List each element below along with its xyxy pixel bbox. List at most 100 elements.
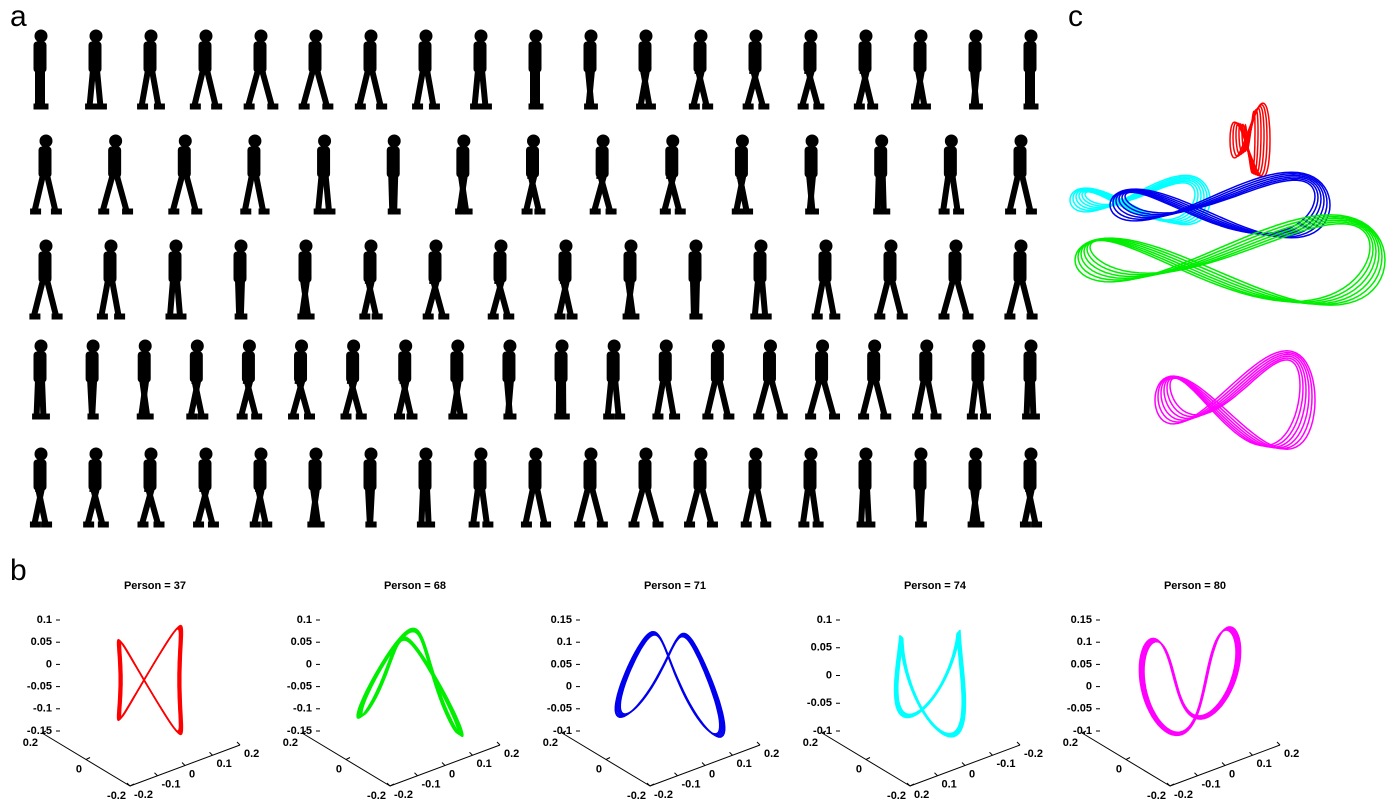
- head: [712, 340, 724, 352]
- silhouette: [584, 30, 597, 109]
- z-tick-label: 0.15: [1071, 614, 1092, 626]
- leg: [827, 280, 834, 316]
- axis-tick: [962, 763, 965, 766]
- foot: [743, 104, 753, 109]
- head: [805, 448, 817, 460]
- foot: [192, 209, 202, 214]
- head: [475, 448, 487, 460]
- foot: [241, 209, 251, 214]
- foot: [325, 209, 335, 214]
- foot: [38, 104, 48, 109]
- silhouette: [1006, 135, 1037, 214]
- silhouette: [653, 340, 680, 419]
- axis-tick: [497, 742, 500, 745]
- silhouette: [969, 30, 982, 109]
- head: [145, 448, 157, 460]
- trajectory: [1144, 630, 1236, 732]
- silhouette: [423, 240, 449, 319]
- foot: [1028, 104, 1038, 109]
- foot: [913, 414, 923, 419]
- axis-tick: [1277, 742, 1280, 745]
- leg: [1027, 380, 1028, 416]
- leg: [508, 380, 511, 416]
- leg: [943, 280, 953, 316]
- axis-tick: [1250, 752, 1253, 755]
- foot: [30, 522, 40, 527]
- foot: [799, 522, 809, 527]
- arm: [508, 356, 509, 384]
- head: [750, 448, 762, 460]
- z-tick-label: 0.1: [1077, 636, 1092, 648]
- z-tick-label: 0: [46, 658, 52, 670]
- axis-tick: [702, 763, 705, 766]
- arm: [142, 356, 144, 384]
- axis-tick-label: 0.2: [1284, 748, 1299, 760]
- foot: [99, 209, 109, 214]
- arm: [110, 256, 113, 284]
- axis-tick-label: 0.2: [23, 737, 38, 749]
- foot: [875, 314, 885, 319]
- head: [695, 448, 707, 460]
- axis-tick-label: -0.1: [682, 779, 701, 791]
- leg: [707, 380, 715, 416]
- leg: [101, 280, 108, 316]
- leg: [394, 175, 395, 211]
- leg: [92, 380, 94, 416]
- foot: [854, 104, 864, 109]
- leg: [42, 380, 43, 416]
- head: [530, 30, 542, 42]
- panel-label: c: [1068, 0, 1083, 33]
- head: [35, 340, 47, 352]
- foot: [541, 522, 551, 527]
- foot: [176, 314, 186, 319]
- foot: [751, 314, 761, 319]
- arm: [973, 464, 975, 492]
- trajectory: [1164, 356, 1306, 447]
- head: [504, 340, 516, 352]
- axis-tick-label: 0.2: [543, 737, 558, 749]
- axis-tick: [757, 742, 760, 745]
- leg: [878, 175, 879, 211]
- head: [530, 448, 542, 460]
- foot: [289, 414, 299, 419]
- leg: [537, 488, 545, 524]
- axis-tick: [1017, 742, 1020, 745]
- foot: [865, 522, 875, 527]
- trajectory: [1170, 360, 1300, 446]
- foot: [259, 209, 269, 214]
- leg: [867, 488, 869, 524]
- leg: [254, 488, 262, 524]
- foot: [187, 414, 197, 419]
- foot: [692, 314, 702, 319]
- foot: [483, 522, 493, 527]
- leg: [241, 280, 242, 316]
- arm: [810, 151, 811, 179]
- leg: [974, 70, 977, 106]
- foot: [212, 104, 222, 109]
- silhouette: [857, 448, 875, 527]
- arm: [425, 46, 428, 74]
- axis-tick-label: 0.2: [764, 748, 779, 760]
- axis-tick-label: 0: [709, 768, 715, 780]
- silhouette: [660, 135, 685, 214]
- foot: [881, 414, 891, 419]
- leg: [920, 488, 922, 524]
- foot: [123, 209, 133, 214]
- silhouette: [34, 30, 48, 109]
- head: [860, 30, 872, 42]
- leg: [615, 380, 618, 416]
- leg: [326, 175, 329, 211]
- axis-tick: [1195, 773, 1198, 776]
- arm: [825, 256, 828, 284]
- trajectory: [1078, 217, 1382, 305]
- foot: [407, 414, 417, 419]
- leg: [117, 175, 127, 211]
- leg: [364, 280, 372, 316]
- head: [755, 240, 767, 252]
- head: [1015, 135, 1027, 147]
- silhouette: [912, 30, 931, 109]
- leg: [957, 280, 967, 316]
- z-tick-label: -0.1: [1073, 725, 1092, 737]
- leg: [35, 175, 43, 211]
- foot: [806, 209, 816, 214]
